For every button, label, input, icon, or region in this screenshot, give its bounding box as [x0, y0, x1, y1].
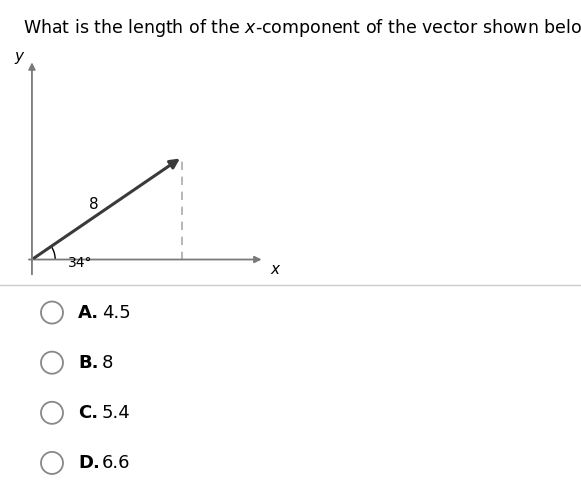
Text: y: y [15, 49, 23, 64]
Text: C.: C. [78, 404, 98, 422]
Text: x: x [270, 263, 279, 277]
Text: 6.6: 6.6 [102, 454, 131, 472]
Text: B.: B. [78, 354, 99, 372]
Text: A.: A. [78, 304, 99, 322]
Text: 8: 8 [102, 354, 113, 372]
Text: 4.5: 4.5 [102, 304, 131, 322]
Text: What is the length of the $x$-component of the vector shown below?: What is the length of the $x$-component … [23, 17, 581, 40]
Text: 8: 8 [89, 197, 99, 212]
Text: D.: D. [78, 454, 100, 472]
Text: 34°: 34° [69, 256, 93, 270]
Text: 5.4: 5.4 [102, 404, 131, 422]
